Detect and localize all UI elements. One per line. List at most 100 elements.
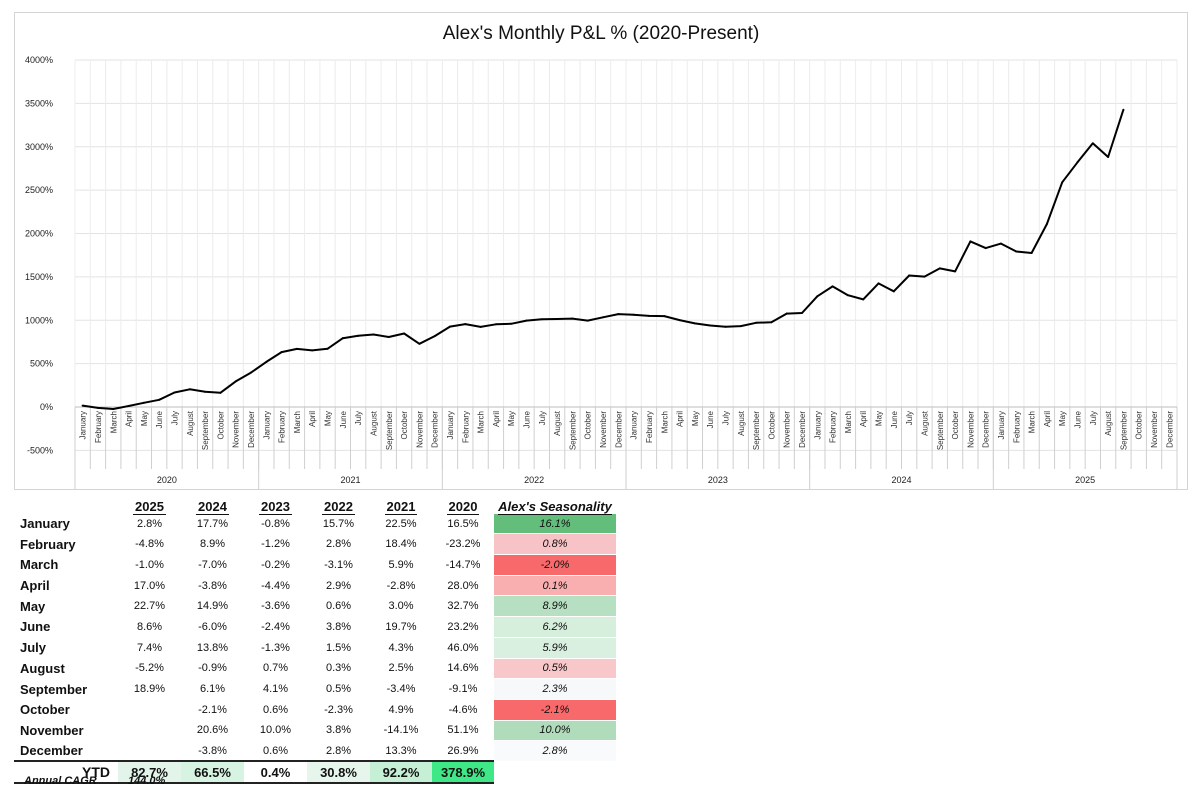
pnl-cell: 4.1% — [262, 683, 289, 696]
data-point — [204, 390, 207, 393]
data-point — [709, 324, 712, 327]
pnl-cell: -14.7% — [445, 558, 481, 571]
month-tick-label: June — [890, 410, 899, 428]
data-point — [341, 337, 344, 340]
pnl-cell — [118, 699, 181, 720]
seasonality-cell: 8.9% — [494, 595, 616, 618]
data-point — [372, 333, 375, 336]
pnl-cell: 13.3% — [385, 744, 417, 757]
data-point — [556, 318, 559, 321]
cagr-value: 144.0% — [128, 775, 166, 787]
data-point — [908, 274, 911, 277]
month-tick-label: December — [1165, 411, 1174, 448]
month-tick-label: November — [415, 411, 424, 448]
table-row: September 18.9% 6.1% 4.1% 0.5% -3.4% -9.1% 2.3% — [14, 678, 616, 700]
data-point — [1061, 181, 1064, 184]
data-point — [448, 325, 451, 328]
chart-title: Alex's Monthly P&L % (2020-Present) — [442, 23, 760, 44]
data-point — [617, 313, 620, 316]
month-tick-label: November — [966, 411, 975, 448]
table-row: December -3.8% 0.6% 2.8% 13.3% 26.9% 2.8% — [14, 740, 616, 762]
data-point — [158, 398, 161, 401]
month-tick-label: January — [997, 411, 1006, 439]
month-tick-label: October — [767, 411, 776, 440]
month-tick-label: August — [737, 410, 746, 436]
data-point — [984, 247, 987, 250]
table-row: November 20.6% 10.0% 3.8% -14.1% 51.1% 10.0% — [14, 720, 616, 742]
pnl-cell: 19.7% — [385, 620, 417, 633]
data-point — [219, 391, 222, 394]
month-tick-label: October — [584, 411, 593, 440]
year-header: 2023 — [259, 498, 292, 515]
data-point — [464, 323, 467, 326]
month-tick-label: November — [232, 411, 241, 448]
year-header: 2022 — [322, 498, 355, 515]
pnl-cell: -2.3% — [324, 703, 353, 716]
cagr-label: Annual CAGR — [24, 775, 97, 787]
month-tick-label: October — [216, 411, 225, 440]
month-tick-label: December — [247, 411, 256, 448]
month-tick-label: September — [752, 411, 761, 450]
data-point — [1045, 222, 1048, 225]
month-tick-label: July — [354, 411, 363, 425]
table-header-row: 2025 2024 2023 2022 2021 2020 Alex's Sea… — [14, 494, 616, 515]
pnl-cell: -0.2% — [261, 558, 290, 571]
pnl-cell: 22.7% — [133, 600, 166, 613]
data-point — [1091, 142, 1094, 145]
pnl-cell: 2.5% — [388, 662, 414, 675]
month-tick-label: April — [676, 411, 685, 427]
month-tick-label: August — [369, 410, 378, 436]
seasonality-cell: -2.0% — [494, 554, 616, 576]
pnl-cell: -6.0% — [198, 620, 227, 633]
pnl-cell: 18.9% — [133, 683, 166, 696]
data-point — [693, 322, 696, 325]
pnl-cell: 18.4% — [385, 538, 417, 551]
year-header: 2025 — [133, 498, 166, 515]
pnl-cell: -3.4% — [386, 683, 416, 696]
month-tick-label: February — [94, 411, 103, 443]
month-tick-label: September — [201, 411, 210, 450]
data-point — [954, 270, 957, 273]
line-chart: -500% 0% 500% 1000% 1500% 2000% 2500% 3000% 3500… — [25, 55, 1178, 489]
month-tick-label: March — [660, 411, 669, 433]
month-tick-label: January — [446, 411, 455, 439]
pnl-cell: 20.6% — [196, 724, 229, 737]
data-point — [127, 404, 130, 407]
seasonality-cell: 5.9% — [494, 637, 616, 659]
ytd-cell: 0.4% — [244, 760, 307, 785]
y-tick-label: 3500% — [25, 98, 53, 108]
year-label: 2025 — [1075, 475, 1095, 485]
pnl-cell: 32.7% — [447, 600, 479, 613]
data-point — [418, 342, 421, 345]
data-point — [1107, 156, 1110, 159]
data-point — [234, 380, 237, 383]
data-point — [112, 408, 115, 411]
data-point — [357, 334, 360, 337]
year-label: 2023 — [708, 475, 728, 485]
month-tick-label: August — [553, 410, 562, 436]
pnl-table: 2025 2024 2023 2022 2021 2020 Alex's Sea… — [14, 494, 616, 785]
month-label: November — [20, 722, 84, 738]
pnl-cell: -2.4% — [261, 620, 290, 633]
data-point — [999, 242, 1002, 245]
year-header: 2021 — [384, 498, 418, 515]
data-point — [265, 360, 268, 363]
month-tick-label: September — [936, 411, 945, 450]
table-row: March -1.0% -7.0% -0.2% -3.1% 5.9% -14.7% -2.0% — [14, 554, 616, 576]
pnl-cell: -2.1% — [198, 703, 227, 716]
month-tick-label: July — [1089, 411, 1098, 425]
pnl-cell: -4.8% — [135, 538, 164, 551]
data-point — [647, 314, 650, 317]
pnl-cell: 23.2% — [447, 620, 479, 633]
pnl-cell: -2.8% — [386, 579, 416, 592]
year-header: 2020 — [446, 498, 480, 515]
data-point — [494, 323, 497, 326]
month-tick-label: May — [691, 411, 700, 426]
data-point — [295, 347, 298, 350]
data-point — [1015, 250, 1018, 253]
month-tick-label: July — [905, 411, 914, 425]
month-tick-label: April — [859, 411, 868, 427]
table-row: August -5.2% -0.9% 0.7% 0.3% 2.5% 14.6% 0.5% — [14, 658, 616, 680]
pnl-cell: -0.8% — [261, 517, 290, 530]
pnl-cell: 10.0% — [259, 724, 292, 737]
